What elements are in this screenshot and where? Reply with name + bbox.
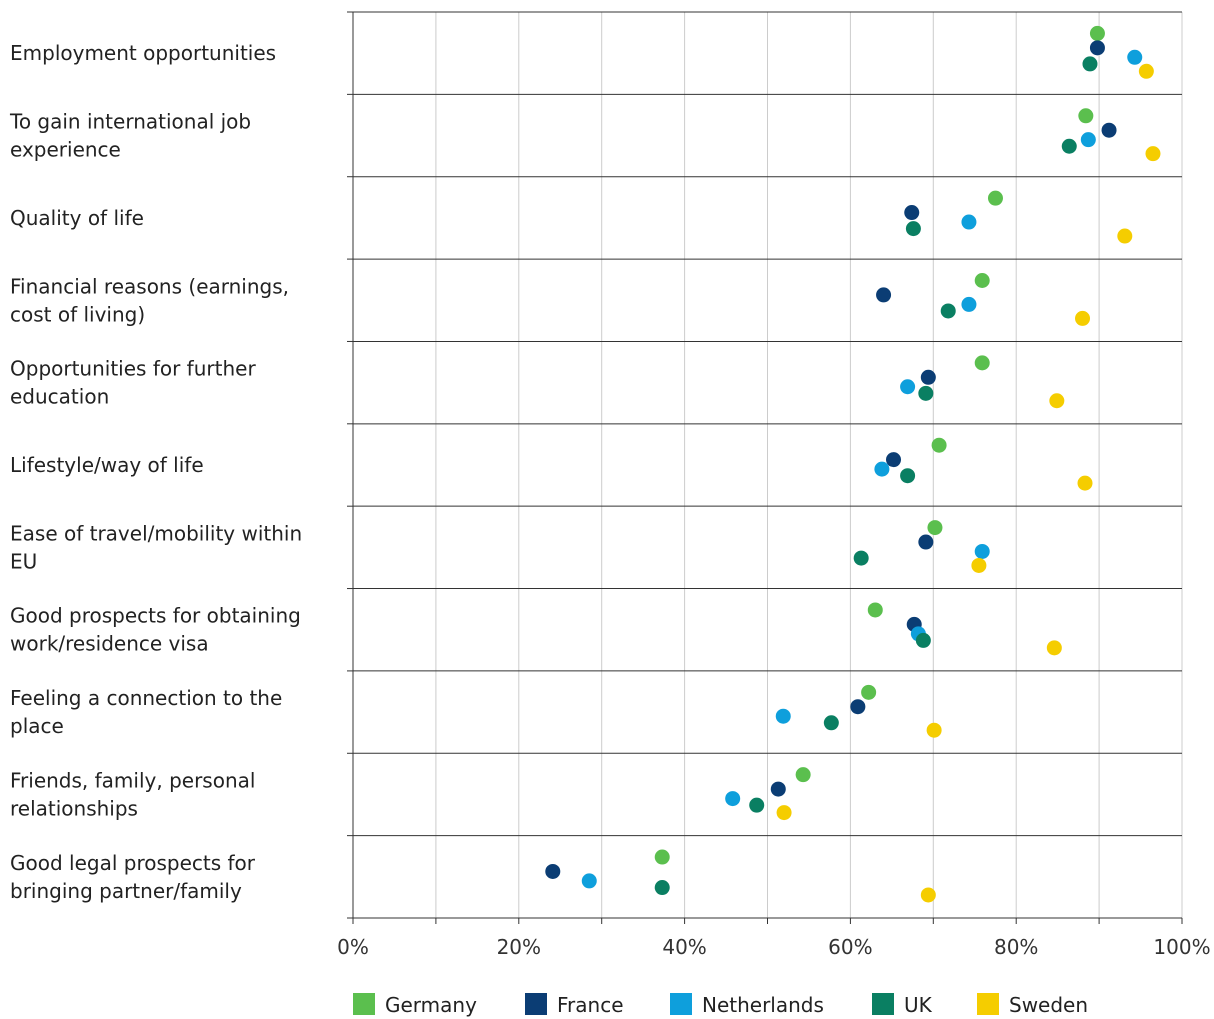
data-point-netherlands <box>725 791 741 807</box>
data-point-uk <box>749 797 765 813</box>
data-point-france <box>918 534 934 550</box>
data-point-sweden <box>926 722 942 738</box>
data-point-sweden <box>1145 146 1161 162</box>
legend-label: Netherlands <box>702 993 824 1017</box>
category-label: Employment opportunities <box>10 41 276 65</box>
legend-label: Sweden <box>1009 993 1088 1017</box>
data-point-germany <box>795 767 811 783</box>
legend-swatch <box>670 993 692 1015</box>
legend-swatch <box>872 993 894 1015</box>
data-point-sweden <box>1077 475 1093 491</box>
category-label: Opportunities for further education <box>10 357 256 409</box>
data-point-france <box>904 205 920 221</box>
legend-label: UK <box>904 993 933 1017</box>
category-label: Friends, family, personal relationships <box>10 768 255 820</box>
legend-swatch <box>977 993 999 1015</box>
category-label: Financial reasons (earnings, cost of livi… <box>10 274 289 326</box>
data-point-netherlands <box>961 214 977 230</box>
data-point-france <box>886 452 902 468</box>
data-point-sweden <box>1117 228 1133 244</box>
x-tick-label: 20% <box>497 935 541 959</box>
data-point-netherlands <box>775 708 791 724</box>
category-label: Feeling a connection to the place <box>10 686 282 738</box>
data-point-germany <box>927 520 943 536</box>
category-label: Ease of travel/mobility within EU <box>10 521 302 573</box>
data-point-germany <box>974 355 990 371</box>
data-point-france <box>1089 40 1105 56</box>
data-point-uk <box>940 303 956 319</box>
category-label: To gain international job experience <box>9 110 251 162</box>
data-point-netherlands <box>974 543 990 559</box>
data-point-netherlands <box>1080 132 1096 148</box>
category-label: Good legal prospects for bringing partner… <box>10 851 256 903</box>
x-tick-label: 60% <box>828 935 872 959</box>
category-label: Quality of life <box>10 206 144 230</box>
data-point-germany <box>1078 108 1094 124</box>
data-point-netherlands <box>1127 49 1143 65</box>
data-point-uk <box>823 715 839 731</box>
data-point-germany <box>654 849 670 865</box>
data-point-sweden <box>971 557 987 573</box>
category-label: Good prospects for obtaining work/residen… <box>10 604 301 656</box>
data-point-netherlands <box>961 296 977 312</box>
data-point-netherlands <box>900 379 916 395</box>
legend-swatch <box>353 993 375 1015</box>
data-point-uk <box>900 468 916 484</box>
x-tick-label: 80% <box>994 935 1038 959</box>
data-point-france <box>545 863 561 879</box>
data-point-sweden <box>1075 310 1091 326</box>
data-point-germany <box>931 437 947 453</box>
data-point-germany <box>867 602 883 618</box>
data-point-netherlands <box>874 461 890 477</box>
data-point-france <box>1101 122 1117 138</box>
data-point-germany <box>974 273 990 289</box>
data-point-sweden <box>776 805 792 821</box>
data-point-sweden <box>1049 393 1065 409</box>
x-tick-label: 0% <box>337 935 369 959</box>
data-point-france <box>770 781 786 797</box>
data-point-uk <box>654 880 670 896</box>
data-point-france <box>876 287 892 303</box>
data-point-uk <box>905 221 921 237</box>
category-label: Lifestyle/way of life <box>10 453 204 477</box>
data-point-sweden <box>1046 640 1062 656</box>
legend-label: Germany <box>385 993 477 1017</box>
data-point-france <box>850 699 866 715</box>
data-point-sweden <box>920 887 936 903</box>
data-point-france <box>920 369 936 385</box>
data-point-uk <box>853 550 869 566</box>
x-tick-label: 100% <box>1153 935 1210 959</box>
data-point-sweden <box>1138 63 1154 79</box>
data-point-germany <box>987 190 1003 206</box>
data-point-germany <box>1089 25 1105 41</box>
data-point-uk <box>1082 56 1098 72</box>
data-point-uk <box>915 632 931 648</box>
data-point-germany <box>861 684 877 700</box>
data-point-netherlands <box>581 873 597 889</box>
data-point-uk <box>1061 138 1077 154</box>
x-tick-label: 40% <box>662 935 706 959</box>
legend-label: France <box>557 993 624 1017</box>
data-point-uk <box>918 385 934 401</box>
legend-swatch <box>525 993 547 1015</box>
